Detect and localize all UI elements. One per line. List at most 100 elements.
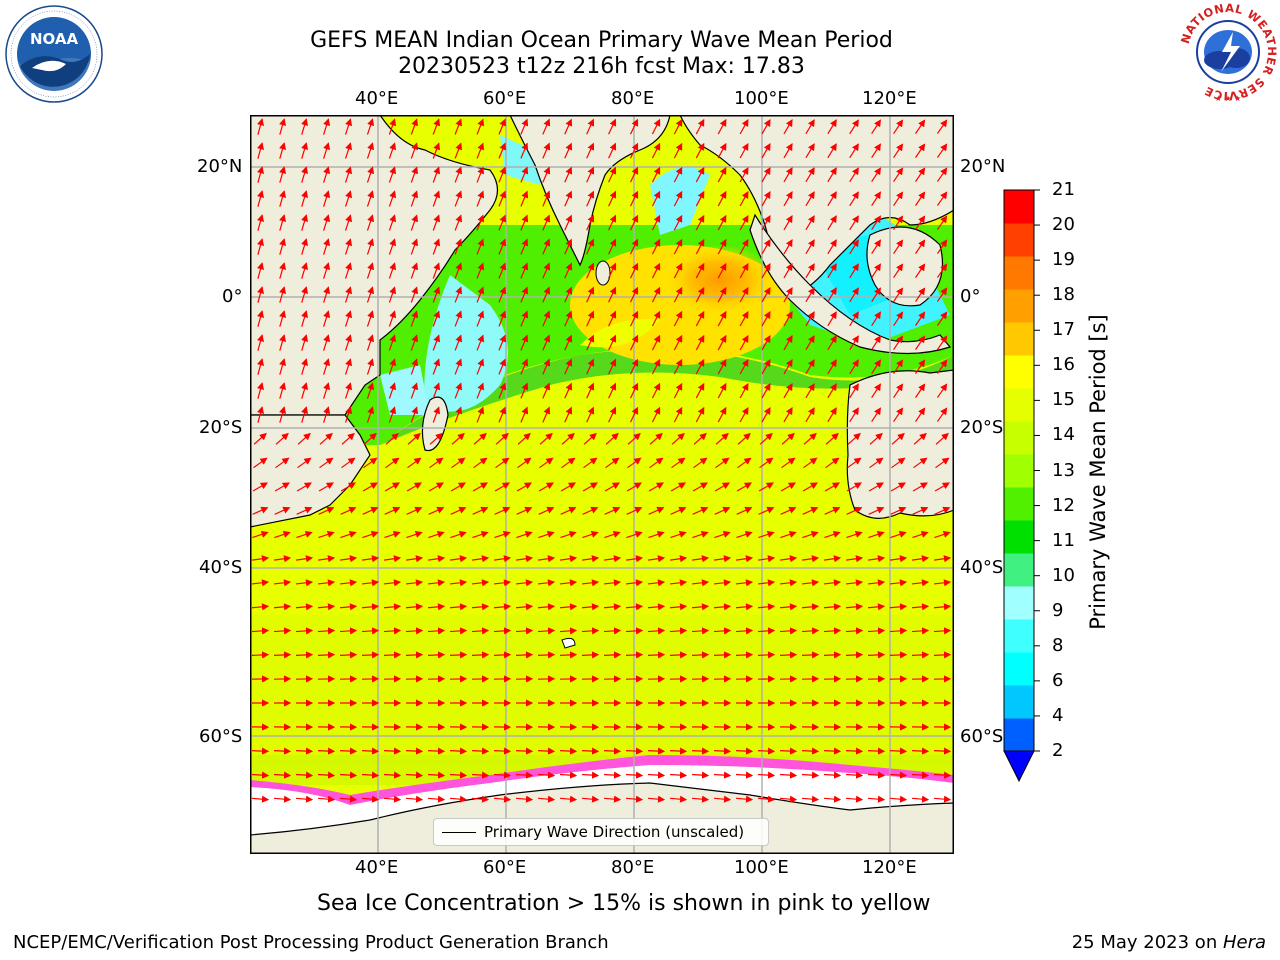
wave-direction-arrow [649,432,663,445]
wave-direction-arrow [344,238,353,255]
wave-direction-arrow [295,603,314,611]
wave-direction-arrow [629,382,639,399]
wave-direction-arrow [498,262,507,279]
wave-direction-arrow [383,555,402,563]
wave-direction-arrow [651,262,661,279]
wave-direction-arrow [539,432,553,445]
wave-direction-arrow [520,142,529,159]
wave-direction-arrow [432,286,441,303]
wave-direction-arrow [691,579,710,587]
wave-direction-arrow [936,191,948,206]
wave-direction-arrow [251,627,270,635]
wave-direction-arrow [625,627,644,635]
wave-direction-arrow [933,795,952,803]
wave-direction-arrow [405,603,424,611]
wave-direction-arrow [538,530,555,539]
colorbar-segment [1004,454,1034,488]
wave-direction-arrow [581,603,600,611]
wave-direction-arrow [476,190,485,207]
wave-direction-arrow [625,651,644,659]
wave-direction-arrow [629,406,639,423]
wave-direction-arrow [691,627,710,635]
wave-direction-arrow [388,406,397,423]
wave-direction-arrow [867,627,886,635]
wave-direction-arrow [936,263,948,278]
wave-direction-arrow [913,432,927,445]
wave-direction-arrow [717,166,727,183]
wave-direction-arrow [586,166,595,183]
nws-logo: NATIONAL WEATHER SERVICE ★ ★ ★ [1178,1,1279,103]
footer-machine: Hera [1222,932,1266,953]
colorbar-tick-label: 17 [1052,319,1075,341]
wave-direction-arrow [779,651,798,659]
wave-direction-arrow [366,286,375,303]
wave-direction-arrow [582,506,599,515]
wave-direction-arrow [564,262,573,279]
wave-direction-arrow [629,334,639,351]
wave-direction-arrow [275,432,289,445]
wave-direction-arrow [295,795,314,803]
wave-direction-arrow [936,215,948,230]
wave-direction-arrow [761,191,771,207]
wave-direction-arrow [717,190,727,207]
wave-direction-arrow [476,406,485,423]
wave-direction-arrow [737,432,751,445]
wave-direction-arrow [825,432,839,445]
wave-direction-arrow [323,286,331,303]
wave-direction-arrow [583,457,598,469]
wave-direction-arrow [827,407,837,423]
wave-direction-arrow [542,118,551,135]
wave-direction-arrow [893,335,904,351]
wave-direction-arrow [252,530,269,539]
colorbar-segment [1004,553,1034,587]
wave-direction-arrow [779,579,798,587]
wave-direction-arrow [781,457,796,469]
wave-direction-arrow [340,482,356,492]
wave-direction-arrow [257,382,264,399]
wave-direction-arrow [761,335,771,351]
wave-direction-arrow [449,747,468,755]
wave-direction-arrow [889,579,908,587]
wave-direction-arrow [849,287,859,303]
wave-direction-arrow [827,143,837,159]
footer-date-text: 25 May 2023 on [1071,932,1223,953]
wave-direction-arrow [629,310,639,327]
wave-direction-arrow [647,771,666,779]
wave-direction-arrow [344,214,353,231]
wave-direction-arrow [454,286,463,303]
wave-direction-arrow [257,358,264,375]
lat-tick-right-60s: 60°S [960,726,1004,747]
wave-direction-arrow [847,432,861,445]
wave-direction-arrow [432,166,441,183]
wave-direction-arrow [651,334,661,351]
wave-direction-arrow [366,214,375,231]
wave-direction-arrow [366,142,375,159]
wave-direction-arrow [538,506,555,515]
wave-direction-arrow [494,482,510,492]
wave-direction-arrow [323,382,331,399]
wave-direction-arrow [608,262,617,279]
wave-direction-arrow [935,432,949,445]
wave-direction-arrow [339,555,358,563]
wave-direction-arrow [757,651,776,659]
wave-direction-arrow [295,651,314,659]
wave-direction-arrow [520,382,529,399]
wave-direction-arrow [253,432,267,445]
wave-direction-arrow [608,238,617,255]
wave-direction-arrow [542,166,551,183]
wave-direction-arrow [498,166,507,183]
wave-direction-arrow [647,579,666,587]
wave-direction-arrow [891,432,905,445]
wave-direction-arrow [739,166,749,183]
wave-direction-arrow [629,358,639,375]
wave-direction-arrow [279,214,287,231]
wave-direction-arrow [366,262,375,279]
wave-direction-arrow [494,506,511,515]
wave-direction-arrow [537,603,556,611]
colorbar [1003,189,1040,783]
wave-direction-arrow [586,382,595,399]
colorbar-segment [1004,289,1034,323]
wave-direction-arrow [673,262,683,279]
wave-direction-arrow [520,286,529,303]
wave-direction-arrow [405,627,424,635]
